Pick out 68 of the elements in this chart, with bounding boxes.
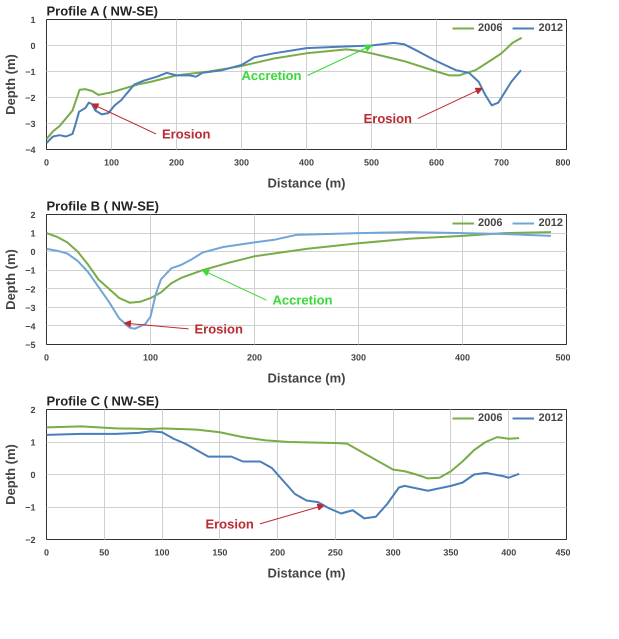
y-tick-label: −2 — [25, 535, 36, 545]
x-tick-label: 100 — [142, 352, 158, 362]
x-tick-label: 100 — [154, 548, 170, 558]
x-tick-label: 400 — [454, 352, 470, 362]
y-axis-title: Depth (m) — [3, 444, 18, 505]
line-series — [46, 231, 552, 304]
y-axis-title: Depth (m) — [3, 54, 18, 115]
chart-title: Profile A ( NW-SE) — [46, 4, 158, 18]
y-tick-label: −3 — [25, 119, 36, 129]
x-tick-label: 200 — [270, 548, 286, 558]
x-tick-label: 800 — [555, 158, 571, 168]
y-tick-label: −1 — [25, 67, 36, 77]
annotation: Erosion — [205, 516, 254, 532]
y-tick-label: −4 — [25, 145, 36, 155]
y-tick-label: 2 — [30, 210, 36, 220]
annotation: Erosion — [162, 126, 210, 142]
y-tick-label: 1 — [30, 15, 36, 25]
y-tick-label: −3 — [25, 302, 36, 313]
chart-title: Profile C ( NW-SE) — [46, 394, 159, 408]
y-tick-label: 1 — [30, 438, 36, 448]
x-tick-label: 300 — [234, 158, 250, 168]
x-tick-label: 350 — [443, 548, 458, 558]
x-tick-label: 200 — [168, 158, 184, 168]
legend-label: 2006 — [478, 412, 503, 424]
x-tick-label: 250 — [328, 548, 343, 558]
x-tick-label: 450 — [555, 548, 571, 558]
y-tick-label: 2 — [30, 405, 36, 415]
y-tick-label: 0 — [30, 41, 36, 51]
x-tick-label: 200 — [246, 352, 262, 362]
line-series — [46, 430, 520, 520]
annotation: Erosion — [194, 321, 243, 336]
y-axis-title: Depth (m) — [3, 249, 18, 310]
x-axis-title: Distance (m) — [267, 370, 346, 386]
legend-label: 2006 — [478, 22, 503, 34]
x-axis-title: Distance (m) — [267, 566, 346, 580]
legend-label: 2006 — [478, 217, 503, 229]
x-tick-label: 0 — [44, 548, 50, 558]
y-tick-label: −1 — [25, 266, 36, 276]
y-tick-label: −2 — [25, 284, 36, 294]
y-tick-label: 1 — [30, 228, 36, 239]
x-tick-label: 300 — [350, 352, 366, 362]
line-series — [46, 425, 520, 480]
legend-label: 2012 — [538, 412, 563, 424]
legend-label: 2012 — [538, 22, 563, 34]
chart-title: Profile B ( NW-SE) — [46, 198, 159, 214]
y-tick-label: 0 — [30, 470, 36, 480]
x-tick-label: 100 — [104, 158, 120, 168]
y-tick-label: −5 — [25, 340, 36, 350]
y-tick-label: −4 — [25, 321, 36, 332]
legend-label: 2012 — [538, 217, 563, 229]
x-tick-label: 0 — [44, 352, 50, 362]
x-tick-label: 600 — [428, 158, 444, 168]
x-tick-label: 700 — [494, 158, 510, 168]
x-tick-label: 400 — [501, 548, 516, 558]
x-tick-label: 300 — [386, 548, 401, 558]
annotation: Accretion — [272, 292, 333, 308]
y-tick-label: −1 — [25, 502, 36, 512]
x-tick-label: 500 — [364, 158, 380, 168]
x-tick-label: 50 — [99, 548, 110, 558]
x-axis-title: Distance (m) — [267, 176, 346, 190]
x-tick-label: 400 — [298, 158, 314, 168]
annotation: Erosion — [364, 110, 412, 126]
y-tick-label: 0 — [30, 247, 36, 258]
y-tick-label: −2 — [25, 93, 36, 103]
x-tick-label: 0 — [44, 158, 50, 168]
x-tick-label: 500 — [555, 352, 571, 362]
annotation: Accretion — [242, 68, 302, 83]
x-tick-label: 150 — [212, 548, 228, 558]
